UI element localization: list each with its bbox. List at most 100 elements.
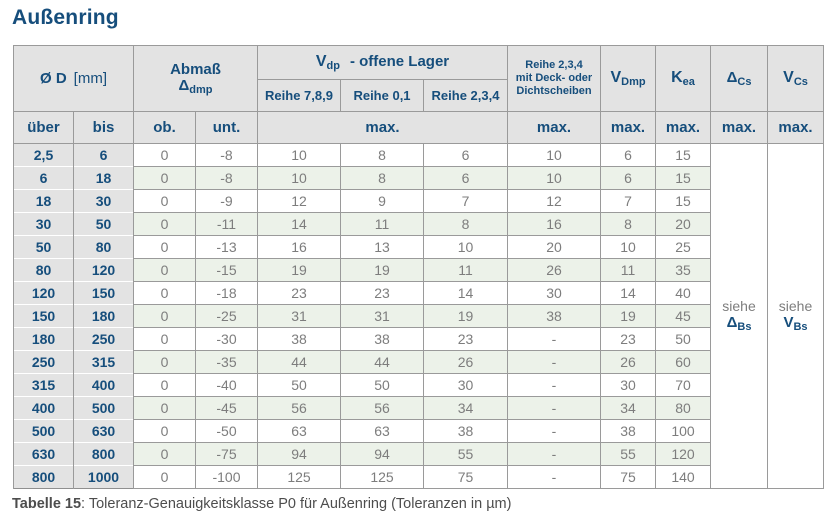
value-cell: 10 [507, 166, 602, 190]
value-cell: -18 [195, 281, 258, 305]
diameter-bound-cell: 630 [13, 442, 74, 466]
value-cell: 0 [133, 304, 196, 328]
value-cell: 120 [655, 442, 712, 466]
value-cell: 19 [600, 304, 657, 328]
table-row: 50 80 0 -13 16 13 10 20 10 25 [13, 235, 824, 259]
diameter-bound-cell: 2,5 [13, 143, 74, 167]
value-cell: 15 [655, 189, 712, 213]
value-cell: 56 [257, 396, 341, 420]
value-cell: 44 [340, 350, 424, 374]
value-cell: 0 [133, 373, 196, 397]
value-cell: 0 [133, 166, 196, 190]
diameter-unit: [mm] [73, 70, 107, 87]
value-cell: 26 [422, 350, 509, 374]
header-max-deck: max. [507, 111, 602, 144]
value-cell: 0 [133, 442, 196, 466]
table-body: 2,5 6 0 -8 10 8 6 10 6 15 siehe ΔBs siehe VBs 6 18 0 -8 10… [13, 143, 825, 489]
value-cell: 26 [507, 258, 602, 282]
see-delta-bs-cell: siehe ΔBs [710, 143, 769, 489]
value-cell: -15 [195, 258, 258, 282]
value-cell: 8 [340, 143, 424, 167]
diameter-bound-cell: 180 [13, 327, 74, 351]
value-cell: 80 [655, 396, 712, 420]
table-row: 800 1000 0 -100 125 125 75-75 140 [13, 465, 824, 489]
see-v-bs-cell: siehe VBs [767, 143, 825, 489]
diameter-bound-cell: 800 [13, 465, 74, 489]
diameter-bound-cell: 1000 [73, 465, 134, 489]
value-cell: 8 [422, 212, 509, 236]
value-cell: 8 [600, 212, 657, 236]
value-cell: 63 [340, 419, 424, 443]
value-cell: 11 [600, 258, 657, 282]
value-cell: 45 [655, 304, 712, 328]
diameter-bound-cell: 800 [73, 442, 134, 466]
value-cell: 0 [133, 396, 196, 420]
value-cell: 6 [600, 143, 657, 167]
diameter-bound-cell: 315 [73, 350, 134, 374]
value-cell: 55 [600, 442, 657, 466]
value-cell: 10 [257, 166, 341, 190]
value-cell: 10 [422, 235, 509, 259]
value-cell: 26 [600, 350, 657, 374]
header-bis: bis [73, 111, 134, 144]
value-cell: 63 [257, 419, 341, 443]
value-cell: -9 [195, 189, 258, 213]
value-cell: 40 [655, 281, 712, 305]
value-cell: 7 [422, 189, 509, 213]
table-caption: Tabelle 15: Toleranz-Genauigkeitsklasse … [12, 496, 511, 512]
value-cell: 0 [133, 235, 196, 259]
page-title: Außenring [12, 6, 119, 29]
value-cell: - [507, 373, 602, 397]
diameter-bound-cell: 18 [73, 166, 134, 190]
header-kea: Kea [655, 45, 712, 112]
value-cell: 94 [257, 442, 341, 466]
diameter-symbol: Ø D [40, 70, 67, 87]
value-cell: 6 [600, 166, 657, 190]
value-cell: -45 [195, 396, 258, 420]
value-cell: - [507, 465, 602, 489]
value-cell: 23 [600, 327, 657, 351]
header-abmass: Abmaß Δdmp [133, 45, 258, 112]
header-max-vcs: max. [767, 111, 825, 144]
value-cell: - [507, 350, 602, 374]
diameter-bound-cell: 50 [13, 235, 74, 259]
table-row: 80 120 0 -15 19 19 11 26 11 35 [13, 258, 824, 282]
value-cell: 50 [340, 373, 424, 397]
table-row: 180 250 0 -30 38 38 23-23 50 [13, 327, 824, 351]
diameter-bound-cell: 18 [13, 189, 74, 213]
value-cell: 38 [507, 304, 602, 328]
table-row: 2,5 6 0 -8 10 8 6 10 6 15 siehe ΔBs siehe VBs [13, 143, 825, 489]
value-cell: 35 [655, 258, 712, 282]
value-cell: 25 [655, 235, 712, 259]
tolerance-table: Ø D [mm] Abmaß Δdmp Vdp - offene Lager Rei… [13, 45, 825, 489]
value-cell: 0 [133, 350, 196, 374]
diameter-bound-cell: 500 [73, 396, 134, 420]
value-cell: 38 [422, 419, 509, 443]
value-cell: 94 [340, 442, 424, 466]
diameter-bound-cell: 50 [73, 212, 134, 236]
value-cell: 19 [422, 304, 509, 328]
diameter-bound-cell: 30 [73, 189, 134, 213]
diameter-bound-cell: 120 [13, 281, 74, 305]
value-cell: 38 [600, 419, 657, 443]
header-reihe-01: Reihe 0,1 [340, 79, 424, 112]
table-row: 400 500 0 -45 56 56 34-34 80 [13, 396, 824, 420]
value-cell: 125 [257, 465, 341, 489]
diameter-bound-cell: 30 [13, 212, 74, 236]
value-cell: 15 [655, 143, 712, 167]
diameter-bound-cell: 500 [13, 419, 74, 443]
abmass-label: Abmaß [170, 61, 221, 78]
diameter-bound-cell: 80 [13, 258, 74, 282]
value-cell: 11 [340, 212, 424, 236]
value-cell: 6 [422, 143, 509, 167]
diameter-bound-cell: 180 [73, 304, 134, 328]
table-header: Ø D [mm] Abmaß Δdmp Vdp - offene Lager Rei… [13, 45, 825, 144]
value-cell: 31 [340, 304, 424, 328]
diameter-bound-cell: 150 [13, 304, 74, 328]
value-cell: 12 [257, 189, 341, 213]
value-cell: 6 [422, 166, 509, 190]
diameter-bound-cell: 400 [13, 396, 74, 420]
header-deck-dichtscheiben: Reihe 2,3,4 mit Deck- oder Dichtscheiben [507, 45, 602, 112]
diameter-bound-cell: 6 [13, 166, 74, 190]
value-cell: 30 [507, 281, 602, 305]
